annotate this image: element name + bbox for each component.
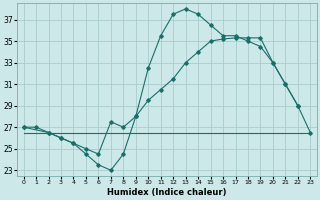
X-axis label: Humidex (Indice chaleur): Humidex (Indice chaleur) <box>107 188 227 197</box>
